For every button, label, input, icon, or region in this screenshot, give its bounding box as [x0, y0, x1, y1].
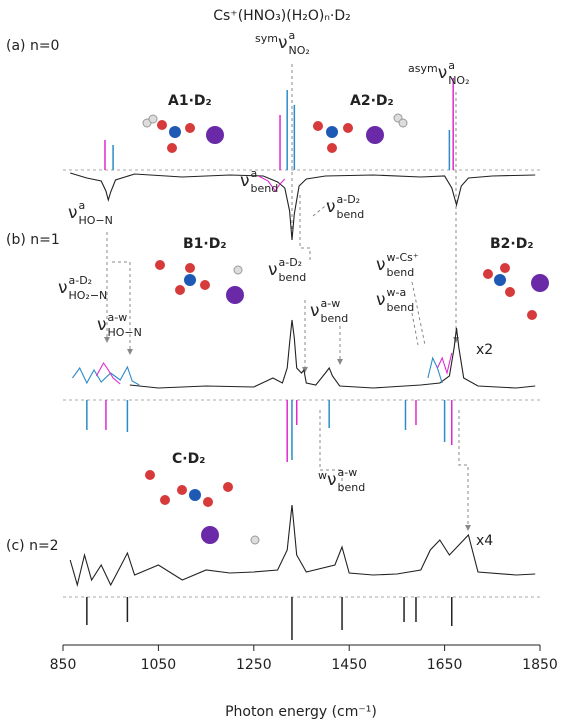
molecule-name: A2·D₂: [350, 93, 394, 109]
label-symbol: ν: [327, 470, 337, 490]
label-symbol: ν: [240, 171, 250, 191]
molecule-name: B1·D₂: [183, 236, 226, 252]
spectrum-trace: [95, 361, 121, 385]
band-label: νa-w bend: [310, 297, 348, 325]
x-tick-label: 850: [50, 657, 77, 673]
x-tick-label: 1250: [236, 657, 272, 673]
chart-title: Cs⁺(HNO₃)(H₂O)ₙ·D₂: [213, 8, 351, 24]
label-sup: a-D₂: [337, 193, 361, 206]
molecule-name: C·D₂: [172, 451, 205, 467]
band-label: νa-D₂ bend: [268, 256, 306, 284]
molecule-icons: [142, 113, 549, 545]
x-tick-label: 1450: [331, 657, 367, 673]
label-prefix: asym: [408, 62, 438, 75]
band-label: νa-D₂ bend: [326, 193, 364, 221]
label-prefix: w: [318, 469, 327, 482]
label-sup: a-w: [108, 311, 128, 324]
label-sup: a-w: [338, 466, 358, 479]
panel-label: (a) n=0: [6, 38, 59, 54]
spectrum-trace: [436, 352, 453, 376]
spectrum-trace: [70, 172, 536, 241]
band-label: νa-w HO−N: [97, 311, 142, 339]
molecule-name: B2·D₂: [490, 236, 533, 252]
label-sub: NO₂: [288, 44, 309, 57]
label-symbol: ν: [68, 203, 78, 223]
x-tick-label: 1850: [522, 657, 558, 673]
molecule-name: A1·D₂: [168, 93, 212, 109]
label-sup: a-D₂: [279, 256, 303, 269]
spectrum-trace: [69, 504, 536, 588]
label-sup: a: [448, 59, 455, 72]
label-sup: w-Cs⁺: [387, 251, 419, 264]
label-sup: a: [79, 199, 86, 212]
x-tick-label: 1650: [427, 657, 463, 673]
label-sub: bend: [387, 301, 415, 314]
label-sub: HO₂−N: [69, 289, 108, 302]
label-sub: bend: [337, 208, 365, 221]
label-sub: HO−N: [108, 326, 142, 339]
label-symbol: ν: [268, 260, 278, 280]
band-label: νa-D₂ HO₂−N: [58, 274, 107, 302]
label-symbol: ν: [326, 197, 336, 217]
band-label: νa bend: [240, 167, 278, 195]
spectrum-trace: [72, 365, 140, 386]
label-sup: a-D₂: [69, 274, 93, 287]
band-label: symνa NO₂: [255, 29, 310, 57]
label-sub: bend: [251, 182, 279, 195]
band-label: wνa-w bend: [318, 466, 365, 494]
x-tick-label: 1050: [141, 657, 177, 673]
label-symbol: ν: [97, 315, 107, 335]
label-sup: a: [251, 167, 258, 180]
spectrum-trace: [129, 319, 536, 389]
label-sub: NO₂: [448, 74, 469, 87]
band-label: νw-Cs⁺ bend: [376, 251, 419, 279]
label-symbol: ν: [278, 33, 288, 53]
label-sub: bend: [321, 312, 349, 325]
label-prefix: sym: [255, 32, 278, 45]
panel-label: (b) n=1: [6, 232, 60, 248]
label-sup: w-a: [387, 286, 407, 299]
label-sup: a-w: [321, 297, 341, 310]
label-sup: a: [288, 29, 295, 42]
label-symbol: ν: [376, 290, 386, 310]
spectrum-trace: [258, 175, 286, 192]
label-symbol: ν: [376, 255, 386, 275]
label-sub: bend: [387, 266, 415, 279]
label-symbol: ν: [438, 63, 448, 83]
scale-label: x2: [476, 342, 493, 358]
label-sub: HO−N: [79, 214, 113, 227]
scale-label: x4: [476, 533, 493, 549]
label-sub: bend: [338, 481, 366, 494]
x-axis-label: Photon energy (cm⁻¹): [225, 704, 377, 720]
band-label: νa HO−N: [68, 199, 113, 227]
connectors: [104, 64, 471, 531]
spectrum-trace: [427, 356, 443, 384]
label-symbol: ν: [58, 278, 68, 298]
label-sub: bend: [279, 271, 307, 284]
label-symbol: ν: [310, 301, 320, 321]
band-label: asymνa NO₂: [408, 59, 470, 87]
panel-label: (c) n=2: [6, 538, 59, 554]
band-label: νw-a bend: [376, 286, 414, 314]
